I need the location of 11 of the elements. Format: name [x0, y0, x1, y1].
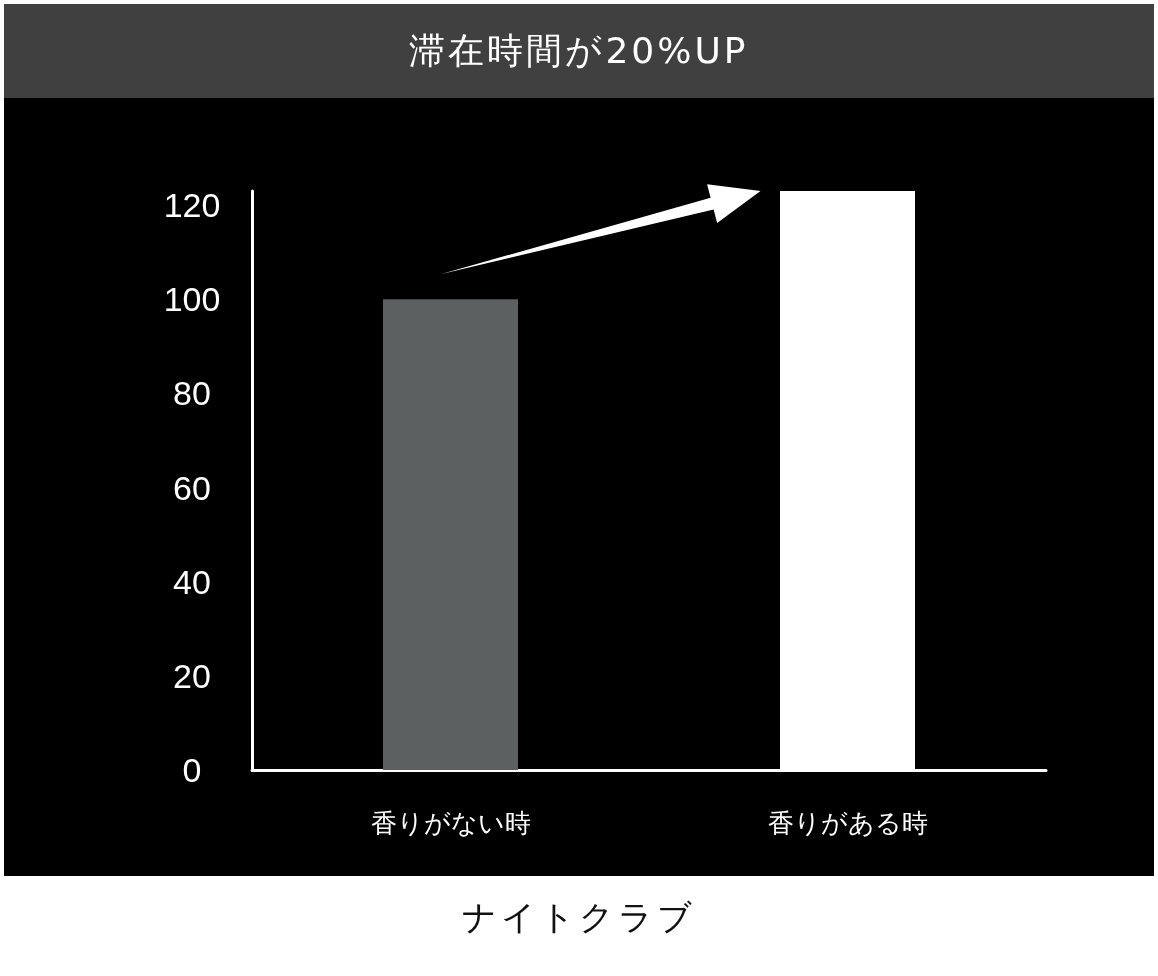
y-tick-label: 60 [173, 468, 211, 507]
x-tick-label: 香りがない時 [370, 808, 531, 838]
x-axis-title: ナイトクラブ [461, 896, 697, 939]
x-tick-label: 香りがある時 [767, 808, 928, 838]
y-tick-label: 100 [163, 280, 221, 319]
chart-title: 滞在時間が20%UP [4, 4, 1154, 98]
y-tick-label: 120 [163, 186, 221, 225]
y-tick-label: 20 [173, 656, 211, 695]
y-tick-label: 0 [182, 751, 202, 789]
y-tick-label: 40 [173, 562, 211, 601]
y-tick-label: 80 [173, 374, 211, 413]
